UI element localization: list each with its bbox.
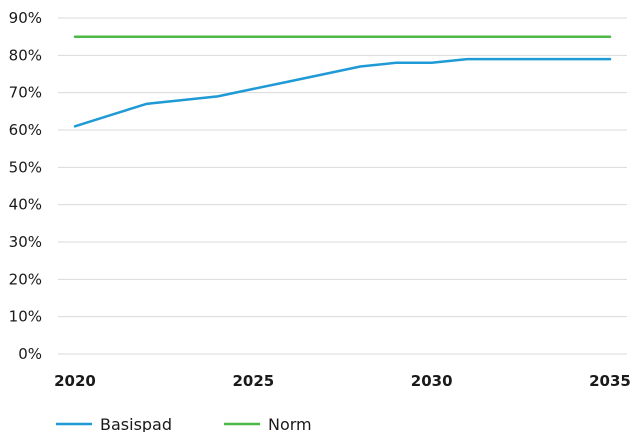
legend-label-0: Basispad (100, 415, 172, 432)
x-axis-tick-labels: 2020 2025 2030 2035 (54, 372, 631, 390)
y-axis-tick-labels: 0% 10% 20% 30% 40% 50% 60% 70% 80% 90% (9, 9, 42, 363)
gridlines (58, 17, 627, 355)
x-tick-label: 2025 (232, 372, 274, 390)
y-tick-label: 80% (9, 46, 42, 64)
y-tick-label: 60% (9, 121, 42, 139)
legend: Basispad Norm (56, 415, 312, 432)
y-tick-label: 20% (9, 270, 42, 288)
x-tick-label: 2035 (589, 372, 631, 390)
y-tick-label: 50% (9, 158, 42, 176)
y-tick-label: 30% (9, 233, 42, 251)
x-tick-label: 2020 (54, 372, 96, 390)
x-tick-label: 2030 (411, 372, 453, 390)
y-tick-label: 10% (9, 308, 42, 326)
y-tick-label: 70% (9, 84, 42, 102)
y-tick-label: 90% (9, 9, 42, 27)
legend-label-1: Norm (268, 415, 312, 432)
series-lines (73, 35, 612, 128)
y-tick-label: 40% (9, 196, 42, 214)
series-line-basispad (73, 57, 612, 128)
y-tick-label: 0% (18, 345, 42, 363)
